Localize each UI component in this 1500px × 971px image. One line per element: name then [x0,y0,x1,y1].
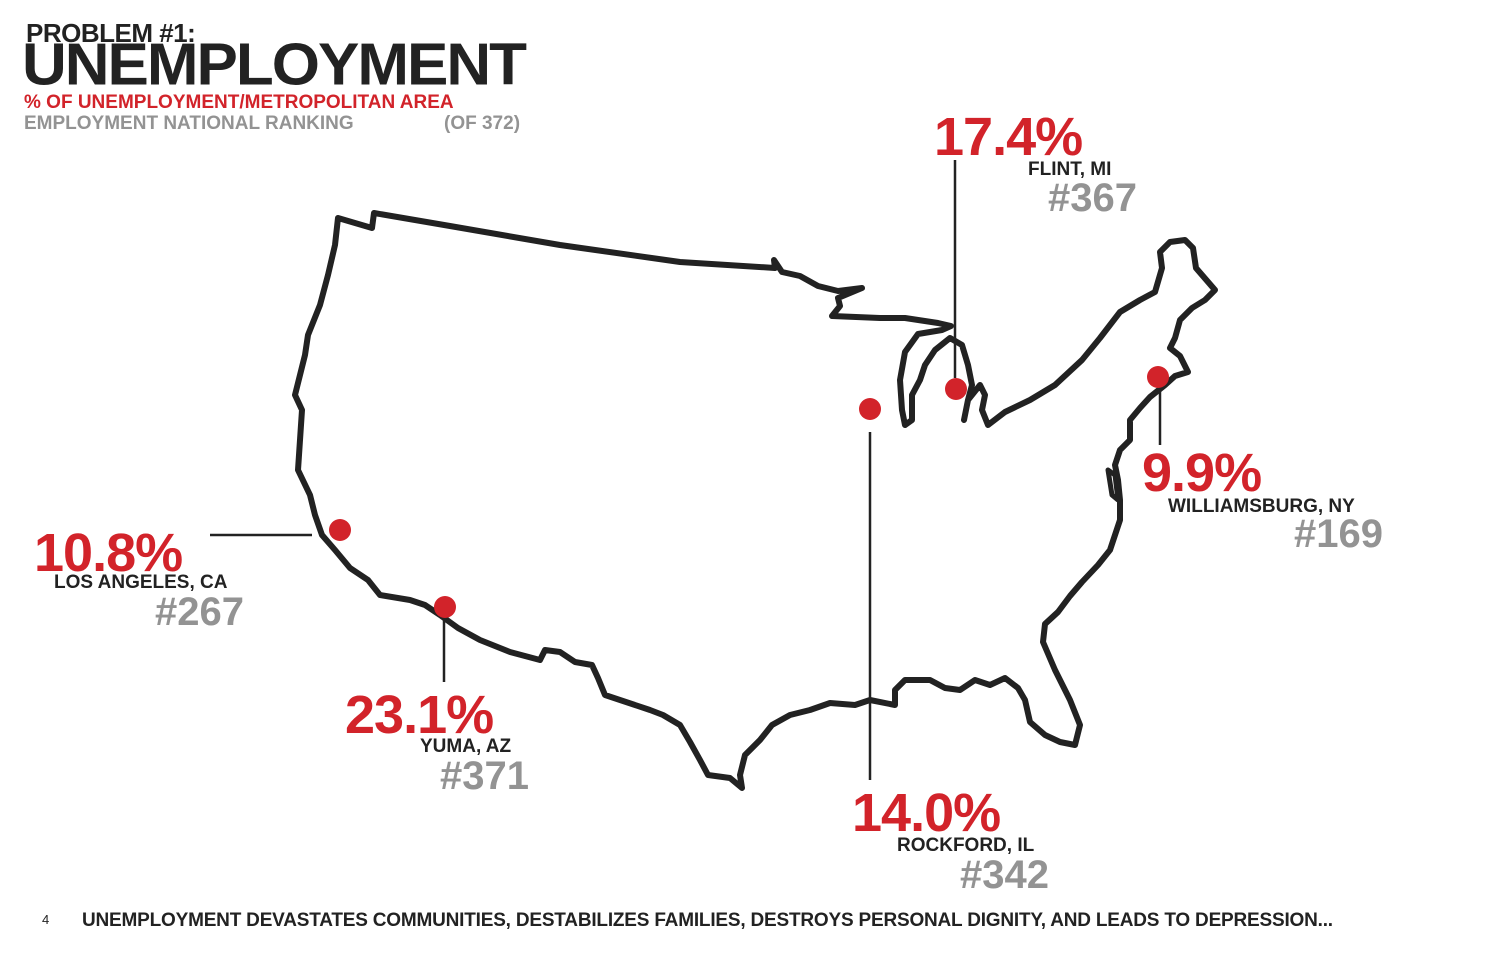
footer-statement: UNEMPLOYMENT DEVASTATES COMMUNITIES, DES… [82,910,1333,931]
chesapeake-outline [1105,467,1121,503]
rockford-percent: 14.0% [852,783,1001,843]
los-angeles-rank: #267 [155,590,244,634]
williamsburg-marker [1147,366,1169,388]
flint-rank: #367 [1048,176,1137,220]
rockford-rank: #342 [960,853,1049,897]
los-angeles-marker [329,519,351,541]
rockford-marker [859,398,881,420]
subtitle-ranking: EMPLOYMENT NATIONAL RANKING [24,113,354,134]
flint-percent: 17.4% [934,107,1083,167]
page-title: UNEMPLOYMENT [22,32,527,98]
flint-marker [945,378,967,400]
rockford-city: ROCKFORD, IL [897,835,1035,856]
us-outline [292,210,1218,791]
williamsburg-percent: 9.9% [1142,443,1262,503]
yuma-marker [434,596,456,618]
williamsburg-city: WILLIAMSBURG, NY [1168,496,1355,517]
yuma-percent: 23.1% [345,685,494,745]
williamsburg-rank: #169 [1294,512,1383,556]
subtitle-unemployment: % OF UNEMPLOYMENT/METROPOLITAN AREA [24,92,454,113]
problem-label: PROBLEM #1: [26,18,196,48]
los-angeles-city: LOS ANGELES, CA [54,572,228,593]
subtitle-ranking-note: (OF 372) [444,113,521,134]
los-angeles-percent: 10.8% [34,523,183,583]
flint-city: FLINT, MI [1028,159,1112,180]
yuma-rank: #371 [440,754,529,798]
page-number: 4 [42,912,50,927]
yuma-city: YUMA, AZ [420,736,512,757]
